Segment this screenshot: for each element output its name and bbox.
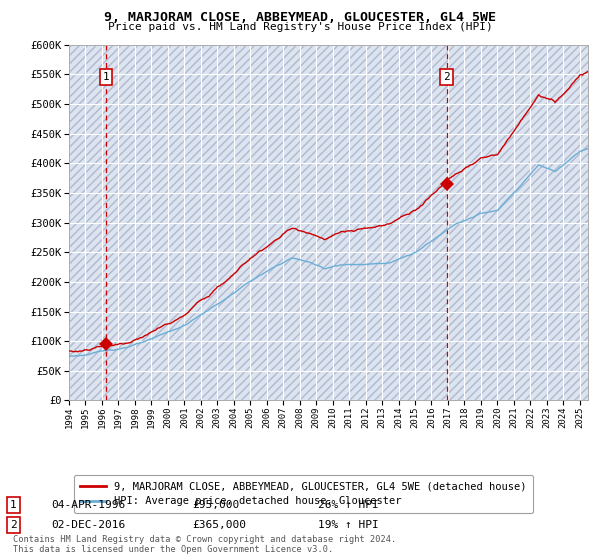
Text: 26% ↑ HPI: 26% ↑ HPI	[318, 500, 379, 510]
Legend: 9, MARJORAM CLOSE, ABBEYMEAD, GLOUCESTER, GL4 5WE (detached house), HPI: Average: 9, MARJORAM CLOSE, ABBEYMEAD, GLOUCESTER…	[74, 475, 533, 512]
Text: 04-APR-1996: 04-APR-1996	[51, 500, 125, 510]
Text: Price paid vs. HM Land Registry's House Price Index (HPI): Price paid vs. HM Land Registry's House …	[107, 22, 493, 32]
Text: 02-DEC-2016: 02-DEC-2016	[51, 520, 125, 530]
Text: £365,000: £365,000	[192, 520, 246, 530]
Text: 2: 2	[10, 520, 17, 530]
Text: Contains HM Land Registry data © Crown copyright and database right 2024.
This d: Contains HM Land Registry data © Crown c…	[13, 535, 397, 554]
Text: £95,000: £95,000	[192, 500, 239, 510]
Text: 1: 1	[103, 72, 109, 82]
Text: 2: 2	[443, 72, 450, 82]
Text: 19% ↑ HPI: 19% ↑ HPI	[318, 520, 379, 530]
Text: 1: 1	[10, 500, 17, 510]
Text: 9, MARJORAM CLOSE, ABBEYMEAD, GLOUCESTER, GL4 5WE: 9, MARJORAM CLOSE, ABBEYMEAD, GLOUCESTER…	[104, 11, 496, 24]
